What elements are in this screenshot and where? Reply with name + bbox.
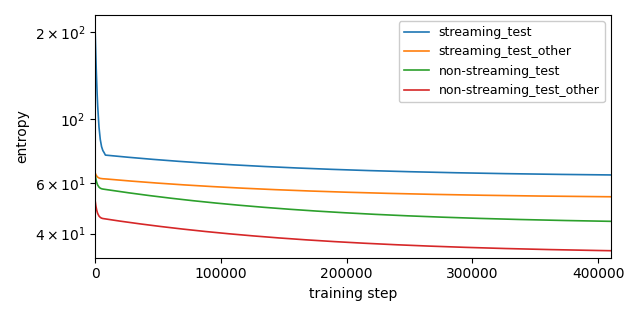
streaming_test_other (92, 171, 99, 175)
non-streaming_test (447, 216, 455, 219)
non-streaming_test_other (92, 199, 99, 203)
Line: streaming_test_other: streaming_test_other (95, 173, 611, 197)
non-streaming_test_other (126, 221, 134, 224)
streaming_test (607, 173, 614, 177)
streaming_test_other (447, 193, 455, 197)
streaming_test_other (582, 195, 590, 198)
Y-axis label: entropy: entropy (15, 109, 29, 163)
non-streaming_test (355, 212, 363, 216)
non-streaming_test (94, 183, 102, 187)
X-axis label: training step: training step (309, 287, 397, 301)
non-streaming_test (126, 191, 134, 195)
streaming_test (447, 171, 455, 174)
non-streaming_test_other (94, 212, 102, 216)
streaming_test_other (607, 195, 614, 199)
Line: streaming_test: streaming_test (95, 33, 611, 175)
non-streaming_test (582, 219, 590, 223)
non-streaming_test_other (355, 241, 363, 245)
non-streaming_test (598, 219, 605, 223)
streaming_test (126, 155, 134, 159)
Line: non-streaming_test: non-streaming_test (95, 175, 611, 221)
non-streaming_test_other (607, 249, 614, 252)
streaming_test_other (94, 175, 102, 179)
streaming_test_other (126, 179, 134, 183)
non-streaming_test (92, 173, 99, 177)
non-streaming_test (607, 219, 614, 223)
non-streaming_test_other (447, 245, 455, 249)
streaming_test_other (598, 195, 605, 198)
streaming_test (92, 31, 99, 34)
Legend: streaming_test, streaming_test_other, non-streaming_test, non-streaming_test_oth: streaming_test, streaming_test_other, no… (399, 21, 605, 102)
non-streaming_test_other (598, 249, 605, 252)
Line: non-streaming_test_other: non-streaming_test_other (95, 201, 611, 251)
streaming_test (94, 104, 102, 108)
streaming_test (355, 168, 363, 172)
streaming_test_other (355, 191, 363, 194)
non-streaming_test_other (582, 248, 590, 252)
streaming_test (598, 173, 605, 177)
streaming_test (582, 173, 590, 177)
